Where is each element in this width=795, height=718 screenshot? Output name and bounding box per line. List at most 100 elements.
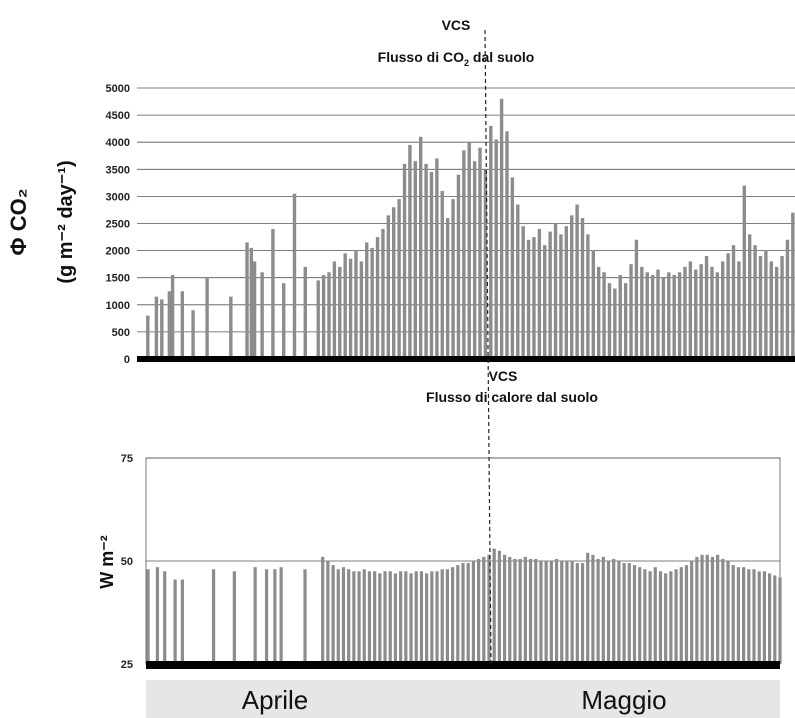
co2-bar: [580, 218, 585, 359]
y-tick-label: 3500: [106, 164, 130, 176]
co2-bar: [688, 261, 693, 359]
y-tick-label: 2000: [106, 246, 130, 258]
co2-bar: [499, 98, 504, 359]
y-tick-label: 3000: [106, 191, 130, 203]
heat-bar: [466, 563, 470, 664]
heat-bar: [321, 556, 325, 664]
co2-bar: [677, 272, 682, 359]
co2-bar: [354, 250, 358, 359]
co2-panel: VCS Flusso di CO2 dal suolo 0 500 1000 1500…: [6, 17, 795, 366]
co2-bar: [343, 253, 347, 359]
co2-bar: [537, 228, 542, 359]
heat-bar: [347, 569, 351, 664]
heat-bar: [560, 561, 564, 664]
heat-bar: [612, 558, 616, 664]
co2-x-axis: [137, 356, 795, 362]
co2-ylabel-line2: (g m⁻² day⁻¹): [55, 160, 77, 283]
heat-bar: [549, 561, 553, 664]
heat-bar: [331, 565, 335, 664]
co2-bar: [365, 242, 369, 359]
co2-bar: [494, 139, 498, 359]
heat-bar: [461, 563, 465, 664]
co2-bar: [742, 185, 747, 359]
co2-bar: [764, 250, 768, 359]
heat-bar: [554, 558, 559, 664]
co2-bar: [303, 266, 307, 359]
heat-bar: [404, 571, 408, 664]
heat-bar: [731, 565, 735, 664]
heat-bar: [596, 558, 600, 664]
heat-bar: [632, 565, 637, 664]
co2-bar: [483, 169, 488, 359]
co2-bar: [510, 177, 515, 359]
co2-bar: [429, 172, 434, 359]
co2-bar: [780, 256, 784, 359]
co2-bar: [146, 315, 150, 359]
co2-bar: [456, 174, 461, 359]
heat-bar: [430, 571, 434, 664]
heat-bar: [658, 571, 663, 664]
co2-bar: [402, 163, 407, 359]
co2-bar: [327, 272, 331, 359]
heat-bar: [279, 567, 283, 664]
heat-bar: [425, 573, 429, 664]
co2-bar: [348, 258, 353, 359]
co2-bar: [650, 274, 655, 359]
co2-bar: [774, 266, 779, 359]
heat-bar: [471, 561, 475, 664]
co2-bar: [381, 228, 385, 359]
co2-title-line2: Flusso di CO2 dal suolo: [378, 49, 535, 68]
heat-bar: [303, 569, 307, 664]
co2-bar: [640, 266, 644, 359]
heat-bar: [736, 567, 741, 664]
co2-bar: [634, 239, 639, 359]
y-tick-label: 25: [121, 659, 133, 671]
co2-bar: [271, 228, 275, 359]
co2-bar: [462, 150, 466, 359]
heat-bar: [211, 569, 216, 664]
co2-bar: [180, 291, 185, 359]
y-tick-label: 2500: [106, 219, 130, 231]
heat-bar: [528, 558, 533, 664]
co2-bar: [292, 193, 297, 359]
heat-bar: [664, 573, 668, 664]
heat-bar: [513, 558, 517, 664]
heat-bar: [622, 563, 626, 664]
heat-bar: [497, 550, 501, 664]
y-tick-label: 50: [121, 556, 133, 568]
heat-bar: [163, 571, 167, 664]
co2-bar: [785, 239, 790, 359]
co2-bar: [435, 158, 439, 359]
y-tick-label: 4500: [106, 110, 130, 122]
co2-bar: [375, 237, 380, 359]
heat-bar: [742, 567, 746, 664]
co2-title-line1: VCS: [442, 17, 471, 33]
heat-bar: [357, 571, 361, 664]
month-label-maggio: Maggio: [581, 685, 666, 715]
y-tick-label: 1500: [106, 273, 130, 285]
heat-title-line2: Flusso di calore dal suolo: [426, 389, 598, 405]
co2-bar: [747, 234, 752, 359]
y-tick-label: 0: [124, 354, 130, 366]
heat-bar: [326, 561, 330, 664]
co2-bar: [559, 234, 563, 359]
heat-bar: [476, 558, 481, 664]
co2-bar: [170, 274, 175, 359]
co2-bar: [532, 237, 536, 359]
heat-bar: [768, 573, 772, 664]
heat-bar: [716, 554, 720, 664]
heat-bar: [383, 571, 387, 664]
co2-bar: [252, 261, 257, 359]
heat-bar: [492, 548, 496, 664]
co2-bar: [249, 247, 254, 359]
month-strip: [146, 680, 780, 718]
co2-bar: [386, 215, 391, 359]
heat-bar: [679, 567, 683, 664]
heat-bar: [518, 558, 522, 664]
co2-bar: [472, 161, 477, 359]
co2-bar: [623, 283, 628, 359]
co2-bar: [656, 269, 660, 359]
heat-bar: [393, 573, 398, 664]
heat-bar: [435, 571, 439, 664]
co2-bar: [737, 261, 741, 359]
